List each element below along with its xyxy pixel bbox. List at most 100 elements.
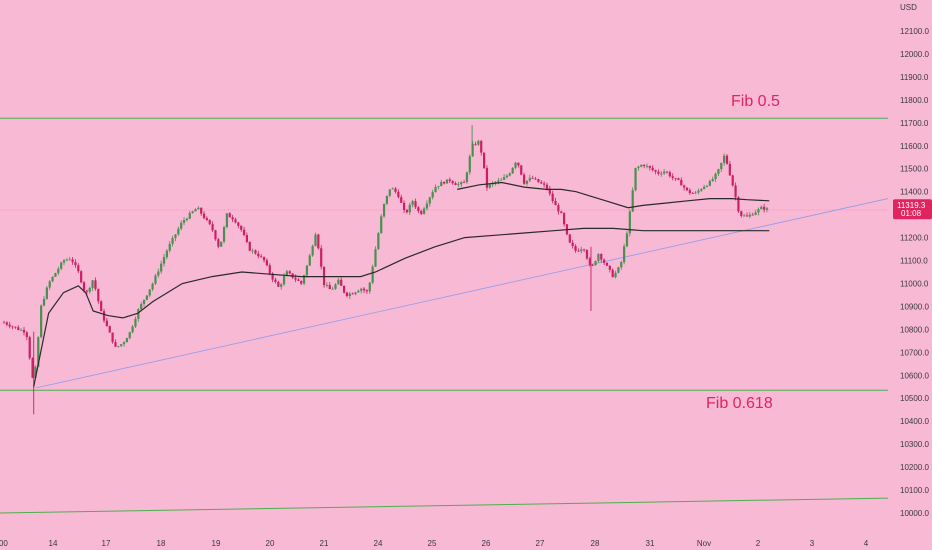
candle-body bbox=[185, 218, 188, 221]
candle-body bbox=[643, 164, 646, 166]
candle-body bbox=[485, 167, 489, 188]
candle-body bbox=[214, 230, 217, 240]
candle-body bbox=[208, 219, 211, 225]
candle-body bbox=[351, 293, 354, 295]
candle-body bbox=[182, 220, 186, 223]
candle-body bbox=[745, 215, 749, 217]
candle-body bbox=[288, 271, 291, 274]
x-tick-label: 26 bbox=[482, 539, 491, 548]
candle-body bbox=[551, 193, 554, 202]
candle-body bbox=[477, 140, 480, 145]
candle-body bbox=[117, 345, 120, 347]
time-axis[interactable]: 3:00 14 17 18 19 20 21 24 25 26 27 28 31 Nov 2 3 4 bbox=[0, 539, 869, 548]
candle-body bbox=[525, 180, 529, 184]
candle-body bbox=[128, 332, 131, 339]
candle-body bbox=[760, 206, 763, 210]
y-tick-label: 11100.0 bbox=[900, 257, 928, 266]
candle-body bbox=[523, 174, 526, 184]
x-tick-label: 18 bbox=[157, 539, 166, 548]
candle-body bbox=[25, 332, 28, 338]
y-tick-label: 11200.0 bbox=[900, 234, 929, 243]
candle-body bbox=[374, 249, 377, 267]
x-tick-label: 21 bbox=[320, 539, 329, 548]
candle-body bbox=[168, 243, 171, 251]
candle-body bbox=[480, 140, 483, 153]
candle-body bbox=[500, 179, 503, 181]
candle-body bbox=[497, 180, 500, 182]
currency-label: USD bbox=[900, 3, 917, 12]
candle-body bbox=[254, 250, 257, 254]
candle-body bbox=[45, 287, 48, 299]
candle-body bbox=[514, 162, 517, 168]
candle-body bbox=[462, 182, 466, 183]
candle-body bbox=[151, 283, 154, 290]
candle-body bbox=[322, 266, 326, 286]
last-price-value: 11319.3 bbox=[897, 201, 926, 210]
candle-body bbox=[134, 318, 137, 327]
candle-body bbox=[317, 234, 320, 249]
candle-body bbox=[334, 284, 337, 289]
candle-body bbox=[531, 177, 534, 179]
candle-body bbox=[194, 209, 197, 212]
candle-body bbox=[271, 273, 274, 280]
x-tick-label: 25 bbox=[428, 539, 437, 548]
x-tick-label: 4 bbox=[864, 539, 869, 548]
candle-body bbox=[577, 250, 580, 252]
candle-body bbox=[285, 271, 289, 277]
candle-body bbox=[725, 155, 729, 164]
candle-body bbox=[457, 184, 460, 186]
candle-body bbox=[311, 246, 314, 256]
candle-body bbox=[154, 275, 157, 284]
candle-body bbox=[282, 276, 286, 285]
candle-body bbox=[440, 182, 443, 187]
candle-body bbox=[634, 167, 637, 191]
candle-body bbox=[145, 295, 148, 300]
candle-body bbox=[297, 279, 300, 281]
candle-body bbox=[302, 275, 306, 284]
candle-body bbox=[48, 281, 51, 288]
candle-body bbox=[425, 203, 429, 209]
candle-body bbox=[554, 201, 557, 206]
candle-body bbox=[563, 213, 566, 225]
candle-body bbox=[2, 322, 6, 324]
candle-body bbox=[683, 185, 686, 188]
candle-body bbox=[397, 191, 400, 198]
x-tick-label: 20 bbox=[266, 539, 275, 548]
candle-body bbox=[594, 261, 597, 266]
candle-body bbox=[320, 248, 323, 267]
candle-body bbox=[617, 267, 620, 273]
candle-body bbox=[431, 192, 434, 198]
candle-body bbox=[205, 218, 208, 220]
candle-body bbox=[414, 201, 417, 208]
candle-body bbox=[751, 214, 754, 216]
candle-body bbox=[437, 186, 440, 188]
candle-body bbox=[603, 259, 606, 263]
candle-body bbox=[342, 285, 346, 293]
x-tick-label: 27 bbox=[536, 539, 545, 548]
candle-body bbox=[240, 225, 243, 230]
candle-body bbox=[160, 263, 163, 272]
candle-body bbox=[571, 242, 574, 246]
candle-body bbox=[251, 250, 254, 252]
candle-body bbox=[508, 173, 511, 176]
candle-body bbox=[97, 288, 100, 302]
candle-body bbox=[474, 143, 477, 145]
candle-body bbox=[357, 290, 360, 293]
candle-body bbox=[511, 167, 514, 174]
candle-body bbox=[368, 282, 371, 292]
candle-body bbox=[388, 189, 391, 196]
candle-body bbox=[68, 259, 71, 261]
candle-body bbox=[734, 185, 737, 198]
candle-body bbox=[640, 164, 643, 167]
candle-body bbox=[468, 156, 471, 173]
candle-body bbox=[188, 213, 191, 219]
candle-body bbox=[162, 257, 166, 264]
candle-body bbox=[360, 288, 363, 291]
candle-body bbox=[705, 185, 709, 187]
price-axis[interactable]: USD 12100.0 12000.0 11900.0 11800.0 11700.0 1… bbox=[900, 3, 929, 518]
candle-body bbox=[294, 277, 297, 280]
candle-body bbox=[40, 305, 43, 338]
candle-body bbox=[717, 169, 720, 174]
y-tick-label: 10700.0 bbox=[900, 348, 929, 357]
